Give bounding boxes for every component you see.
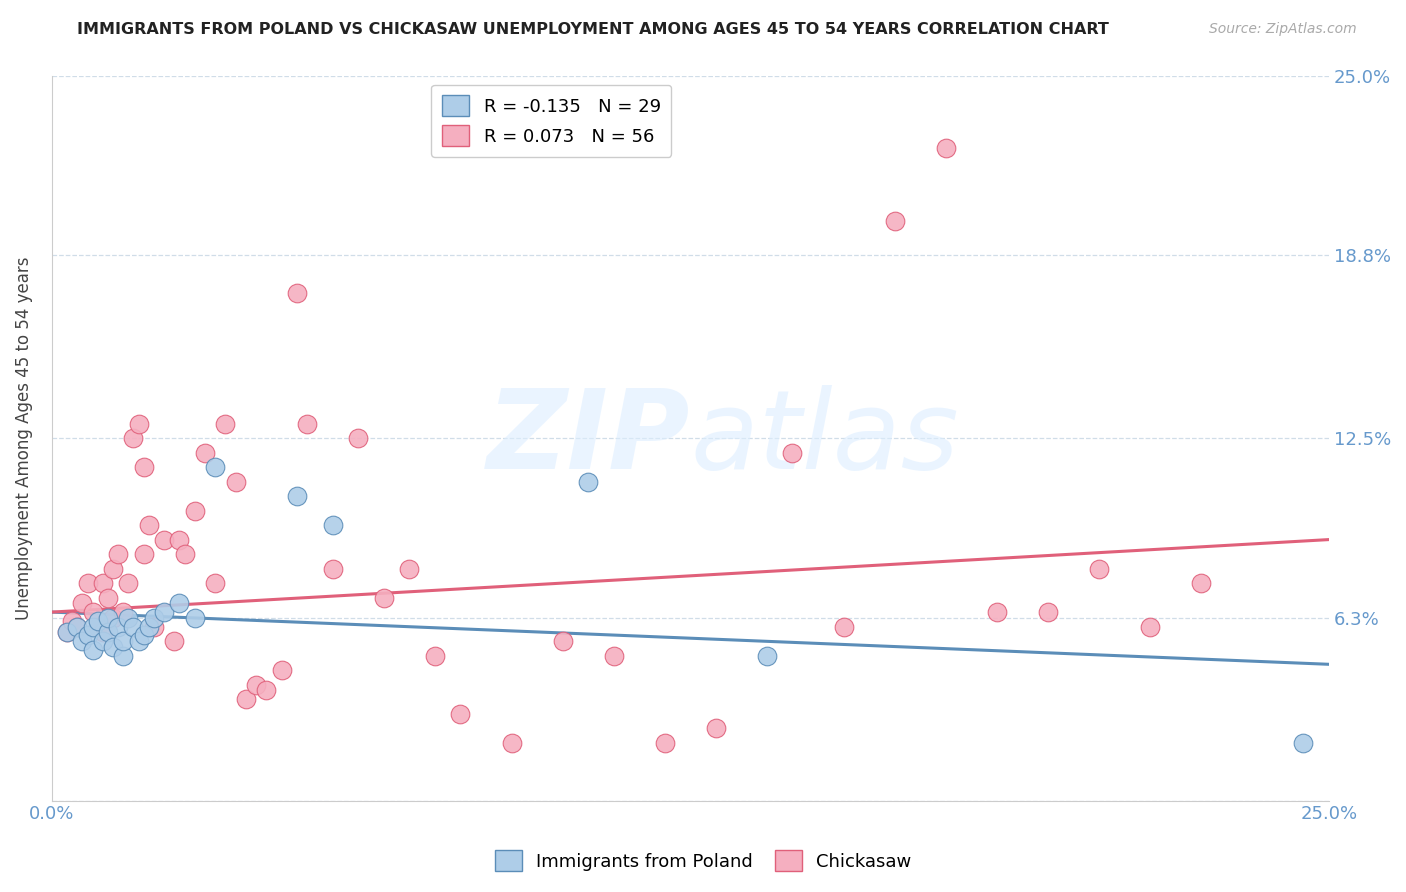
Point: [122, 619, 145, 633]
Point: [66, 619, 89, 633]
Point: [76, 628, 98, 642]
Point: [755, 648, 778, 663]
Point: [72, 596, 94, 610]
Point: [704, 721, 727, 735]
Point: [91, 576, 114, 591]
Point: [173, 547, 195, 561]
Point: [82, 605, 104, 619]
Point: [153, 605, 176, 619]
Point: [576, 475, 599, 489]
Point: [97, 591, 120, 605]
Point: [832, 619, 855, 633]
Legend: Immigrants from Poland, Chickasaw: Immigrants from Poland, Chickasaw: [488, 843, 918, 879]
Point: [56, 625, 79, 640]
Point: [107, 547, 129, 561]
Point: [56, 625, 79, 640]
Point: [204, 576, 226, 591]
Point: [112, 648, 135, 663]
Point: [72, 634, 94, 648]
Point: [82, 642, 104, 657]
Point: [91, 634, 114, 648]
Point: [184, 503, 207, 517]
Point: [122, 431, 145, 445]
Point: [654, 736, 676, 750]
Point: [138, 619, 160, 633]
Point: [128, 417, 150, 431]
Point: [153, 533, 176, 547]
Point: [138, 518, 160, 533]
Point: [449, 706, 471, 721]
Point: [112, 634, 135, 648]
Point: [1292, 736, 1315, 750]
Point: [66, 619, 89, 633]
Point: [1139, 619, 1161, 633]
Point: [235, 692, 257, 706]
Point: [254, 683, 277, 698]
Point: [117, 611, 139, 625]
Point: [322, 518, 344, 533]
Point: [117, 576, 139, 591]
Point: [91, 625, 114, 640]
Point: [398, 561, 420, 575]
Point: [245, 677, 267, 691]
Point: [132, 460, 155, 475]
Point: [214, 417, 236, 431]
Point: [285, 286, 308, 301]
Point: [373, 591, 395, 605]
Point: [112, 605, 135, 619]
Point: [97, 611, 120, 625]
Text: ZIP: ZIP: [486, 384, 690, 491]
Point: [169, 533, 191, 547]
Point: [76, 576, 98, 591]
Point: [935, 141, 957, 155]
Point: [128, 634, 150, 648]
Point: [295, 417, 318, 431]
Point: [142, 611, 165, 625]
Point: [986, 605, 1008, 619]
Point: [782, 445, 804, 459]
Point: [883, 213, 905, 227]
Point: [270, 663, 292, 677]
Legend: R = -0.135   N = 29, R = 0.073   N = 56: R = -0.135 N = 29, R = 0.073 N = 56: [432, 85, 672, 157]
Point: [225, 475, 247, 489]
Point: [551, 634, 574, 648]
Point: [322, 561, 344, 575]
Point: [1036, 605, 1059, 619]
Point: [87, 614, 110, 628]
Point: [101, 611, 124, 625]
Point: [87, 619, 110, 633]
Point: [501, 736, 523, 750]
Y-axis label: Unemployment Among Ages 45 to 54 years: Unemployment Among Ages 45 to 54 years: [15, 256, 32, 620]
Point: [602, 648, 624, 663]
Point: [101, 640, 124, 654]
Point: [163, 634, 186, 648]
Point: [132, 547, 155, 561]
Text: atlas: atlas: [690, 384, 959, 491]
Point: [101, 561, 124, 575]
Point: [184, 611, 207, 625]
Text: IMMIGRANTS FROM POLAND VS CHICKASAW UNEMPLOYMENT AMONG AGES 45 TO 54 YEARS CORRE: IMMIGRANTS FROM POLAND VS CHICKASAW UNEM…: [77, 22, 1109, 37]
Point: [204, 460, 226, 475]
Point: [423, 648, 446, 663]
Text: Source: ZipAtlas.com: Source: ZipAtlas.com: [1209, 22, 1357, 37]
Point: [194, 445, 217, 459]
Point: [132, 628, 155, 642]
Point: [82, 619, 104, 633]
Point: [107, 619, 129, 633]
Point: [142, 619, 165, 633]
Point: [169, 596, 191, 610]
Point: [1189, 576, 1212, 591]
Point: [97, 625, 120, 640]
Point: [1088, 561, 1111, 575]
Point: [60, 614, 83, 628]
Point: [347, 431, 370, 445]
Point: [285, 489, 308, 503]
